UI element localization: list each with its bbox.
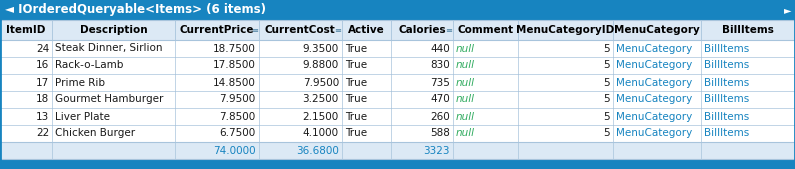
- Bar: [0, 40, 795, 57]
- Text: 17: 17: [36, 78, 49, 88]
- Text: 17.8500: 17.8500: [213, 61, 256, 70]
- Text: null: null: [456, 112, 475, 122]
- Text: Comment: Comment: [458, 25, 514, 35]
- Text: ItemID: ItemID: [6, 25, 46, 35]
- Text: null: null: [456, 128, 475, 139]
- Text: Gourmet Hamburger: Gourmet Hamburger: [55, 94, 164, 104]
- Bar: [0, 0, 795, 20]
- Text: null: null: [456, 94, 475, 104]
- Text: BillItems: BillItems: [722, 25, 774, 35]
- Text: True: True: [345, 43, 367, 54]
- Text: Rack-o-Lamb: Rack-o-Lamb: [55, 61, 123, 70]
- Text: Chicken Burger: Chicken Burger: [55, 128, 135, 139]
- Text: True: True: [345, 61, 367, 70]
- Text: CurrentPrice: CurrentPrice: [180, 25, 254, 35]
- Text: 9.8800: 9.8800: [303, 61, 339, 70]
- Text: Steak Dinner, Sirlion: Steak Dinner, Sirlion: [55, 43, 163, 54]
- Text: ≡: ≡: [445, 26, 452, 34]
- Text: ►: ►: [784, 5, 791, 15]
- Text: BillItems: BillItems: [704, 61, 749, 70]
- Text: 3.2500: 3.2500: [303, 94, 339, 104]
- Text: 13: 13: [36, 112, 49, 122]
- Text: BillItems: BillItems: [704, 78, 749, 88]
- Text: 735: 735: [430, 78, 450, 88]
- Text: 830: 830: [430, 61, 450, 70]
- Text: Prime Rib: Prime Rib: [55, 78, 105, 88]
- Text: 7.9500: 7.9500: [303, 78, 339, 88]
- Text: 18.7500: 18.7500: [213, 43, 256, 54]
- Bar: [0, 142, 795, 159]
- Text: BillItems: BillItems: [704, 43, 749, 54]
- Text: True: True: [345, 94, 367, 104]
- Text: 24: 24: [36, 43, 49, 54]
- Text: ◄ IOrderedQueryable<Items> (6 items): ◄ IOrderedQueryable<Items> (6 items): [5, 4, 266, 17]
- Text: 260: 260: [430, 112, 450, 122]
- Text: 4.1000: 4.1000: [303, 128, 339, 139]
- Bar: [0, 57, 795, 74]
- Text: 7.9500: 7.9500: [219, 94, 256, 104]
- Text: null: null: [456, 43, 475, 54]
- Text: MenuCategoryID: MenuCategoryID: [516, 25, 615, 35]
- Bar: [0, 74, 795, 91]
- Text: 588: 588: [430, 128, 450, 139]
- Text: 5: 5: [603, 78, 610, 88]
- Text: null: null: [456, 61, 475, 70]
- Text: 3323: 3323: [424, 146, 450, 155]
- Text: 5: 5: [603, 112, 610, 122]
- Text: MenuCategory: MenuCategory: [614, 25, 700, 35]
- Text: 14.8500: 14.8500: [213, 78, 256, 88]
- Text: 5: 5: [603, 61, 610, 70]
- Text: 6.7500: 6.7500: [219, 128, 256, 139]
- Bar: [0, 20, 795, 40]
- Bar: [0, 125, 795, 142]
- Text: MenuCategory: MenuCategory: [615, 78, 692, 88]
- Text: MenuCategory: MenuCategory: [615, 61, 692, 70]
- Text: 440: 440: [430, 43, 450, 54]
- Text: 74.0000: 74.0000: [213, 146, 256, 155]
- Text: Liver Plate: Liver Plate: [55, 112, 111, 122]
- Bar: [0, 91, 795, 108]
- Text: null: null: [456, 78, 475, 88]
- Bar: [0, 108, 795, 125]
- Text: Description: Description: [80, 25, 148, 35]
- Text: ≡: ≡: [250, 26, 258, 34]
- Text: 7.8500: 7.8500: [219, 112, 256, 122]
- Text: 5: 5: [603, 94, 610, 104]
- Text: True: True: [345, 78, 367, 88]
- Text: ≡: ≡: [334, 26, 341, 34]
- Text: MenuCategory: MenuCategory: [615, 94, 692, 104]
- Text: 5: 5: [603, 128, 610, 139]
- Text: 18: 18: [36, 94, 49, 104]
- Text: MenuCategory: MenuCategory: [615, 128, 692, 139]
- Text: 470: 470: [430, 94, 450, 104]
- Text: 16: 16: [36, 61, 49, 70]
- Text: MenuCategory: MenuCategory: [615, 112, 692, 122]
- Text: Active: Active: [348, 25, 385, 35]
- Text: CurrentCost: CurrentCost: [265, 25, 335, 35]
- Text: BillItems: BillItems: [704, 128, 749, 139]
- Text: True: True: [345, 112, 367, 122]
- Text: Calories: Calories: [398, 25, 446, 35]
- Text: 9.3500: 9.3500: [303, 43, 339, 54]
- Text: BillItems: BillItems: [704, 112, 749, 122]
- Text: 2.1500: 2.1500: [303, 112, 339, 122]
- Text: 36.6800: 36.6800: [296, 146, 339, 155]
- Text: BillItems: BillItems: [704, 94, 749, 104]
- Text: True: True: [345, 128, 367, 139]
- Text: 5: 5: [603, 43, 610, 54]
- Text: MenuCategory: MenuCategory: [615, 43, 692, 54]
- Text: 22: 22: [36, 128, 49, 139]
